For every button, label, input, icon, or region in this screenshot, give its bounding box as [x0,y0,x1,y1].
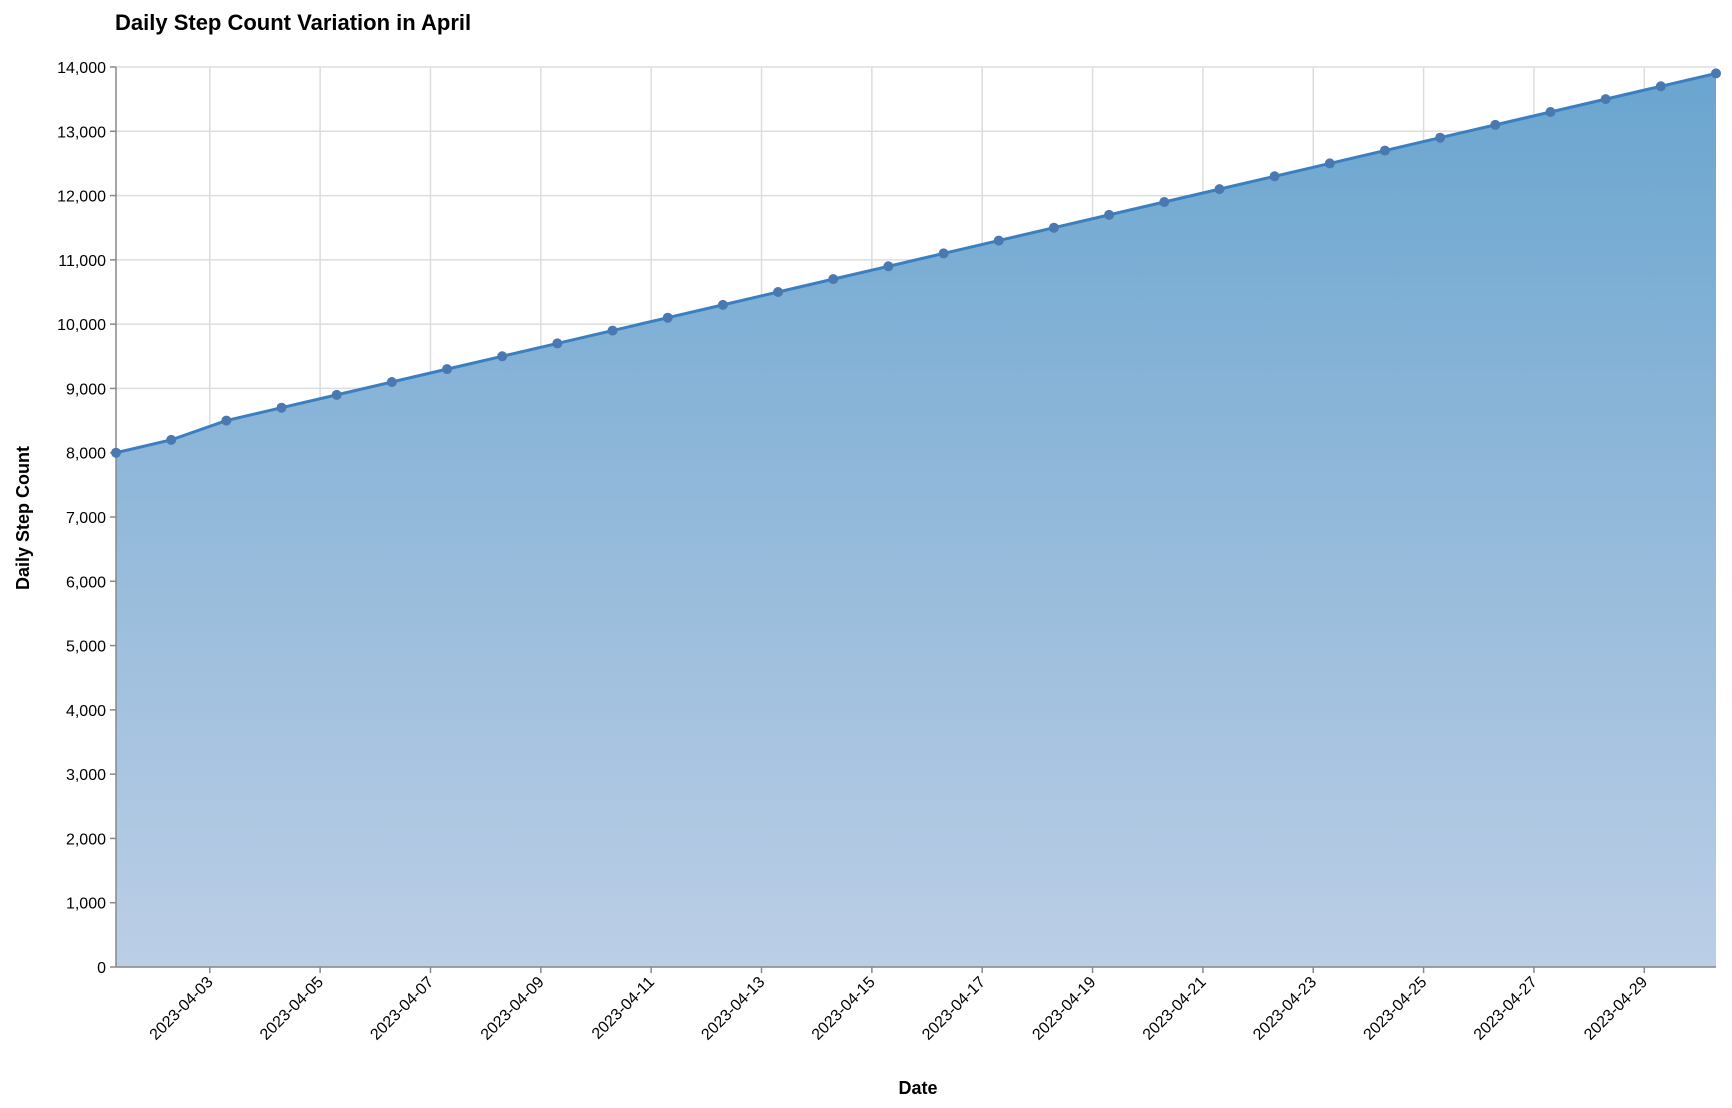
data-point [1214,184,1225,195]
x-tick-label: 2023-04-23 [1250,974,1320,1044]
series-line [115,71,1717,455]
data-point [1600,94,1611,105]
data-point [221,415,232,426]
x-tick-label: 2023-04-11 [589,974,658,1043]
y-tick-label: 1,000 [66,896,106,913]
data-point [552,338,563,349]
data-point [717,299,728,310]
y-tick-label: 10,000 [57,317,106,334]
data-point [1048,222,1059,233]
x-tick-label: 2023-04-07 [367,974,437,1044]
x-tick-label: 2023-04-09 [478,974,548,1044]
data-point [773,287,784,297]
y-tick-label: 2,000 [66,831,106,848]
data-point [386,377,397,387]
y-tick-label: 7,000 [66,510,106,527]
data-points [111,68,1721,458]
x-tick-label: 2023-04-19 [1029,974,1099,1044]
data-point [828,274,839,285]
x-tick-label: 2023-04-03 [147,974,217,1044]
y-tick-label: 8,000 [66,446,106,463]
data-point [1711,68,1721,79]
data-point [1104,209,1115,220]
y-tick-label: 0 [97,960,106,977]
chart-title: Daily Step Count Variation in April [115,10,471,35]
data-point [1324,158,1335,169]
y-tick-label: 14,000 [57,60,106,77]
data-point [1545,107,1556,117]
series-line-layer [115,71,1717,455]
x-tick-label: 2023-04-13 [698,974,768,1044]
data-point [883,261,894,272]
y-tick-label: 4,000 [66,703,106,720]
data-point [497,351,508,362]
data-point [1490,119,1501,130]
data-point [1159,197,1170,207]
area-fill-layer [116,73,1716,967]
data-point [111,447,121,458]
data-point [993,235,1004,246]
x-tick-label: 2023-04-21 [1140,974,1210,1044]
y-tick-label: 6,000 [66,574,106,591]
data-point [1435,132,1446,143]
x-tick-label: 2023-04-25 [1361,974,1431,1044]
area-fill [116,73,1716,967]
y-tick-label: 9,000 [66,381,106,398]
x-tick-label: 2023-04-17 [919,974,989,1044]
data-point [166,434,177,445]
data-point [276,402,287,413]
data-point [1379,145,1390,156]
data-point [938,248,949,259]
data-point [442,364,453,375]
y-axis-title: Daily Step Count [13,446,33,590]
x-tick-label: 2023-04-15 [809,974,879,1044]
x-tick-label: 2023-04-27 [1471,974,1541,1044]
data-point [331,389,342,400]
y-tick-label: 5,000 [66,639,106,656]
y-tick-label: 11,000 [58,253,106,270]
data-point [607,325,618,336]
x-axis-title: Date [898,1078,937,1098]
y-tick-label: 3,000 [66,767,106,784]
data-point [1655,81,1666,92]
x-tick-label: 2023-04-29 [1581,974,1651,1044]
y-tick-label: 12,000 [57,189,106,206]
y-tick-label: 13,000 [57,124,106,141]
data-point [1269,171,1280,182]
data-point [662,312,673,323]
x-tick-label: 2023-04-05 [257,974,327,1044]
